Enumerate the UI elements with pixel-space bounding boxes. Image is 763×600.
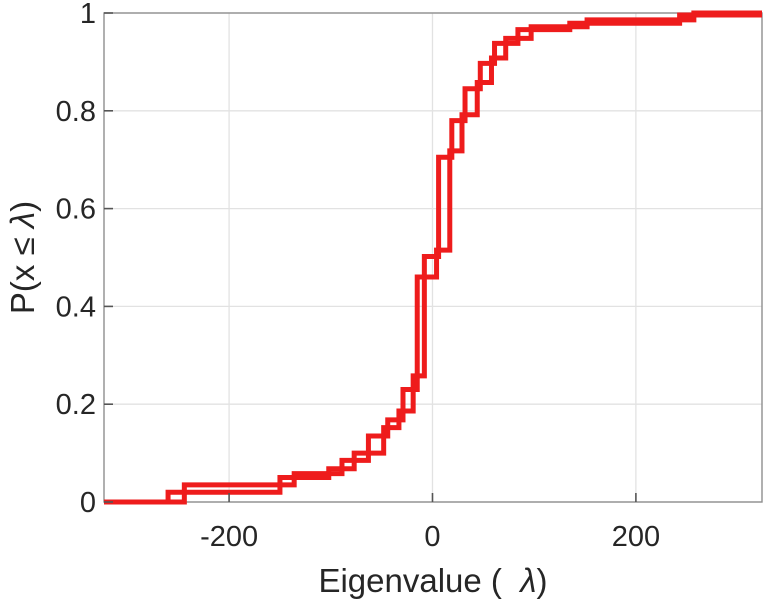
tick-labels: -200 0 200 0 0.2 0.4 0.6 0.8 1 <box>56 0 660 553</box>
y-tick-label: 1 <box>80 0 96 30</box>
axis-ticks <box>104 12 637 503</box>
y-tick-label: 0.4 <box>56 291 96 323</box>
y-tick-label: 0 <box>80 487 96 519</box>
ecdf-curve <box>104 10 762 505</box>
y-axis-label: P(x ≤ λ) <box>4 201 41 314</box>
x-tick-label: -200 <box>200 521 258 553</box>
x-tick-label: 200 <box>612 521 660 553</box>
x-tick-label: 0 <box>424 521 440 553</box>
x-axis-label: Eigenvalue ( λ) <box>318 562 547 599</box>
y-tick-label: 0.2 <box>56 389 96 421</box>
y-tick-label: 0.8 <box>56 96 96 128</box>
y-tick-label: 0.6 <box>56 194 96 226</box>
